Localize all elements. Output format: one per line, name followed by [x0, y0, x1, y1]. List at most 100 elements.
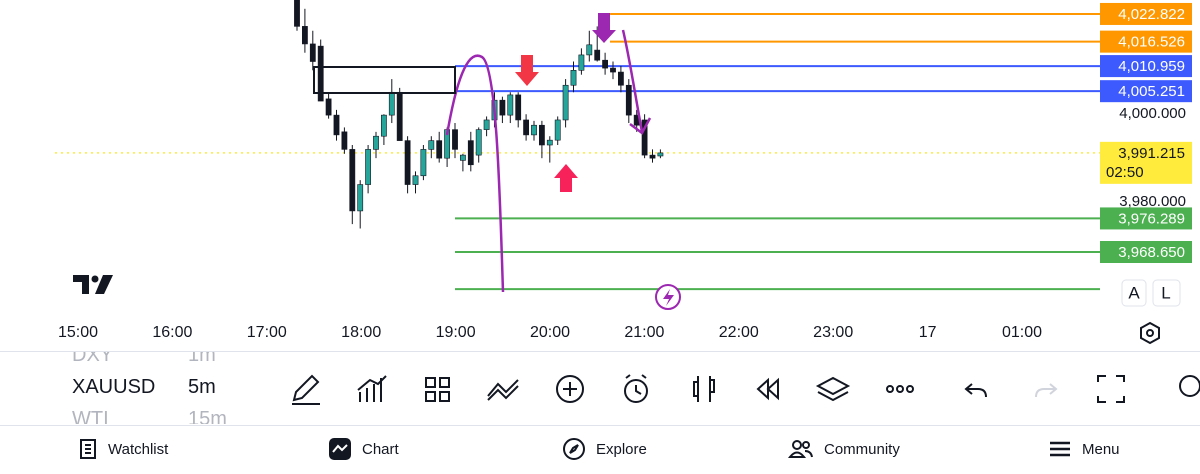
candle-body [452, 129, 458, 150]
time-tick-label: 20:00 [530, 324, 570, 341]
toolbar [292, 374, 1200, 405]
fullscreen[interactable] [1097, 375, 1125, 403]
candle-body [507, 94, 514, 116]
candle-body [475, 129, 482, 156]
settings-icon[interactable] [1140, 321, 1160, 345]
nav-label: Explore [596, 440, 647, 458]
candle-body [349, 149, 356, 212]
candle-body [388, 91, 395, 116]
time-tick-label: 16:00 [152, 324, 192, 341]
nav-icon [80, 439, 96, 459]
time-tick-label: 22:00 [719, 324, 759, 341]
nav-item[interactable]: Explore [562, 436, 647, 462]
nav-item[interactable]: Menu [1048, 436, 1120, 462]
candle-body [610, 67, 616, 73]
candle-body [531, 124, 537, 136]
button-label: L [1161, 283, 1170, 302]
candle-body [357, 184, 364, 212]
bar-style[interactable] [693, 376, 715, 402]
candle-body [657, 152, 664, 157]
candle-body [380, 114, 387, 137]
level-label: 4,010.959 [1118, 58, 1185, 75]
replay[interactable] [756, 377, 779, 401]
nav-icon [788, 440, 813, 458]
candle-body [404, 140, 411, 185]
separator [0, 425, 1200, 426]
indicators[interactable] [357, 375, 387, 402]
candle-body [436, 140, 443, 159]
candle-body [483, 119, 490, 130]
time-tick-label: 15:00 [58, 324, 98, 341]
nav-label: Watchlist [108, 440, 169, 458]
time-tick-label: 17 [919, 324, 937, 341]
candle-body [554, 119, 561, 141]
time-tick-label: 19:00 [436, 324, 476, 341]
nav-item[interactable]: Community [788, 436, 900, 462]
add[interactable] [556, 375, 584, 403]
symbol-item[interactable]: WTI 15m [72, 408, 227, 424]
nav-label: Chart [362, 440, 399, 458]
symbol: DXY [72, 352, 114, 366]
candle-body [602, 59, 608, 69]
symbol-item[interactable]: XAUUSD 5m [72, 376, 216, 399]
candle-body [586, 44, 593, 56]
candle-body [325, 98, 332, 116]
draw-tool[interactable] [292, 374, 320, 405]
candle-body [578, 54, 585, 71]
nav-icon [563, 438, 585, 460]
symbol: XAUUSD [72, 376, 156, 398]
button-label: A [1128, 283, 1140, 302]
candle-body [317, 45, 324, 102]
last-price-label: 3,991.215 [1118, 145, 1185, 162]
time-tick-label: 18:00 [341, 324, 381, 341]
symbol-item[interactable]: DXY 1m [72, 352, 216, 367]
time-tick-label: 17:00 [247, 324, 287, 341]
price-tick-label: 3,980.000 [1119, 193, 1186, 210]
candle-body [459, 154, 466, 161]
interval: 5m [188, 376, 216, 398]
symbol-picker[interactable]: DXY 1m XAUUSD 5m WTI 15m [72, 352, 252, 424]
last-price-box [1100, 141, 1192, 184]
level-label-box [1100, 207, 1192, 230]
separator [0, 351, 1200, 352]
sell-arrow [515, 55, 539, 86]
candle-body [570, 70, 577, 86]
auto-scale-button[interactable] [1121, 279, 1147, 307]
buy-arrow [554, 164, 578, 192]
nav-item[interactable]: Watchlist [78, 436, 168, 462]
interval: 15m [188, 408, 227, 424]
candle-body [538, 124, 545, 146]
candle-body [309, 43, 316, 62]
log-scale-button[interactable] [1152, 279, 1181, 307]
alert[interactable] [624, 379, 648, 403]
candle-body [396, 91, 403, 141]
ideas[interactable] [1179, 375, 1200, 397]
candle-body [515, 94, 522, 121]
level-label: 3,976.289 [1118, 210, 1185, 227]
time-tick-label: 23:00 [813, 324, 853, 341]
objects[interactable] [815, 376, 851, 402]
level-label-box [1100, 55, 1192, 78]
add-plus [563, 382, 577, 396]
symbol: WTI [72, 408, 109, 424]
candle-body [294, 0, 300, 27]
candle-body [365, 149, 371, 185]
alert-hands [625, 374, 647, 395]
chart: 4,000.000 3,980.000 15:00 16:00 17:00 18:00 19… [55, 0, 1192, 345]
nav-item[interactable]: Chart [328, 436, 399, 462]
compare[interactable] [487, 379, 519, 401]
level-label: 4,022.822 [1118, 6, 1185, 23]
candle-body [499, 99, 506, 116]
level-label-box [1100, 240, 1192, 263]
candle-body [301, 26, 308, 45]
candle-body [641, 119, 648, 156]
layouts[interactable] [425, 377, 450, 402]
candle-body [412, 175, 419, 185]
undo[interactable] [964, 383, 987, 398]
candle-body [562, 84, 569, 121]
drawing-arrow [621, 29, 652, 135]
candle-body [649, 154, 656, 159]
interval: 1m [188, 352, 216, 366]
candle-body [341, 131, 348, 150]
drawing-curve [445, 54, 505, 293]
